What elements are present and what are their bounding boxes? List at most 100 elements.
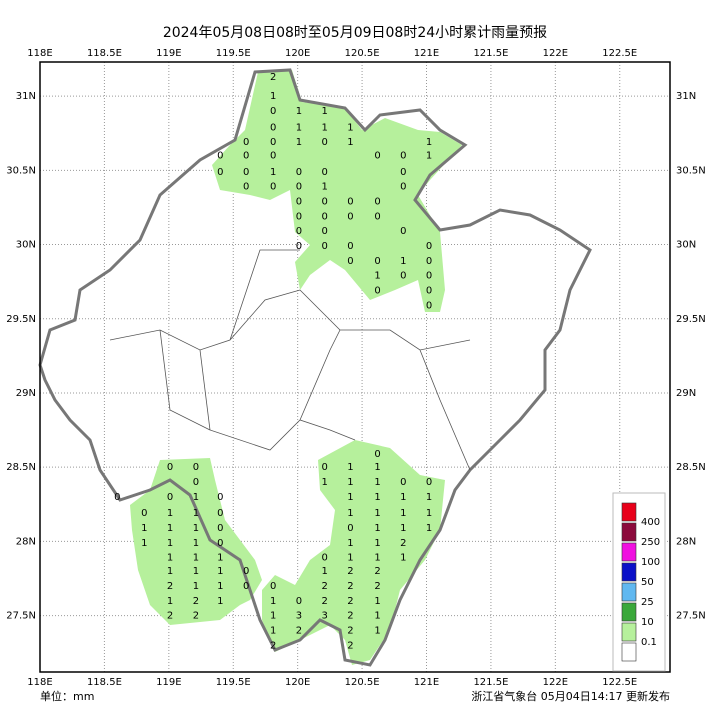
station-value: 2 [347, 640, 353, 651]
rain-area [130, 458, 262, 625]
station-value: 0 [296, 197, 302, 208]
station-value: 1 [193, 523, 199, 534]
legend-label: 100 [641, 557, 660, 568]
station-value: 0 [400, 271, 406, 282]
station-value: 1 [374, 625, 380, 636]
y-tick-label: 31N [16, 91, 36, 102]
station-value: 2 [347, 596, 353, 607]
station-value: 1 [322, 122, 328, 133]
x-tick-label: 120E [285, 677, 310, 688]
station-value: 0 [217, 492, 223, 503]
station-value: 1 [270, 625, 276, 636]
station-value: 1 [374, 538, 380, 549]
station-value: 1 [322, 106, 328, 117]
station-value: 1 [270, 167, 276, 178]
station-value: 0 [347, 256, 353, 267]
station-value: 0 [243, 137, 249, 148]
x-tick-label: 121.5E [473, 48, 508, 59]
y-tick-label: 28.5N [676, 462, 706, 473]
station-value: 0 [296, 596, 302, 607]
station-value: 1 [217, 596, 223, 607]
station-value: 2 [347, 611, 353, 622]
legend-swatch [621, 582, 637, 602]
station-value: 1 [193, 581, 199, 592]
station-value: 1 [193, 538, 199, 549]
y-tick-label: 31N [676, 91, 696, 102]
station-value: 0 [217, 523, 223, 534]
station-value: 0 [426, 241, 432, 252]
legend-swatch [621, 622, 637, 642]
x-tick-label: 118E [27, 677, 52, 688]
station-value: 0 [270, 122, 276, 133]
station-value: 0 [347, 197, 353, 208]
station-value: 0 [243, 566, 249, 577]
x-tick-label: 118E [27, 48, 52, 59]
station-value: 1 [426, 523, 432, 534]
station-value: 0 [217, 167, 223, 178]
station-value: 0 [270, 581, 276, 592]
station-value: 0 [322, 226, 328, 237]
station-value: 0 [322, 167, 328, 178]
station-value: 0 [270, 151, 276, 162]
y-tick-label: 28N [16, 536, 36, 547]
station-value: 1 [374, 462, 380, 473]
source-label: 浙江省气象台 05月04日14:17 更新发布 [471, 689, 670, 703]
x-tick-label: 122E [543, 677, 568, 688]
station-value: 2 [296, 625, 302, 636]
station-value: 0 [243, 151, 249, 162]
station-value: 0 [426, 477, 432, 488]
y-tick-label: 30.5N [676, 165, 706, 176]
station-value: 1 [270, 596, 276, 607]
x-tick-label: 120.5E [345, 48, 380, 59]
station-value: 1 [270, 611, 276, 622]
station-value: 2 [193, 596, 199, 607]
station-value: 0 [217, 151, 223, 162]
legend-swatch [621, 502, 637, 522]
station-value: 2 [167, 611, 173, 622]
station-value: 0 [167, 462, 173, 473]
station-value: 1 [426, 508, 432, 519]
station-value: 0 [322, 462, 328, 473]
station-value: 1 [426, 137, 432, 148]
station-value: 1 [141, 538, 147, 549]
station-value: 0 [400, 167, 406, 178]
legend-box [612, 492, 666, 672]
station-value: 0 [270, 106, 276, 117]
legend-swatch [621, 522, 637, 542]
x-tick-label: 120E [285, 48, 310, 59]
station-value: 1 [296, 137, 302, 148]
station-value: 0 [296, 241, 302, 252]
station-value: 1 [193, 553, 199, 564]
station-value: 0 [347, 241, 353, 252]
station-value: 0 [400, 182, 406, 193]
city-boundary [109, 249, 471, 471]
x-tick-label: 122E [543, 48, 568, 59]
station-value: 1 [296, 106, 302, 117]
stations: 2 1 0 1 1 0 1 1 1 0 1 0 1 0 0 0 0 0 0 1 0 0 0 0 1 0 0 0 1 1 0 0 0 0 0 0 0 0 0 0… [114, 72, 432, 651]
legend: 400 250 100 50 25 10 0.1 [612, 492, 666, 672]
station-value: 2 [270, 640, 276, 651]
station-value: 0 [322, 553, 328, 564]
y-tick-label: 28.5N [6, 462, 36, 473]
y-tick-label: 30.5N [6, 165, 36, 176]
legend-label: 250 [641, 537, 660, 548]
station-value: 0 [217, 538, 223, 549]
station-value: 1 [347, 462, 353, 473]
station-value: 1 [374, 492, 380, 503]
station-value: 0 [243, 581, 249, 592]
y-tick-label: 27.5N [676, 611, 706, 622]
station-value: 1 [426, 492, 432, 503]
station-value: 0 [167, 492, 173, 503]
x-tick-label: 121E [414, 677, 439, 688]
station-value: 0 [400, 151, 406, 162]
station-value: 0 [374, 286, 380, 297]
station-value: 1 [374, 271, 380, 282]
station-value: 1 [347, 477, 353, 488]
y-tick-label: 27.5N [6, 611, 36, 622]
station-value: 2 [374, 581, 380, 592]
station-value: 0 [322, 241, 328, 252]
station-value: 1 [193, 492, 199, 503]
station-value: 0 [374, 151, 380, 162]
station-value: 0 [296, 182, 302, 193]
station-value: 2 [270, 72, 276, 83]
